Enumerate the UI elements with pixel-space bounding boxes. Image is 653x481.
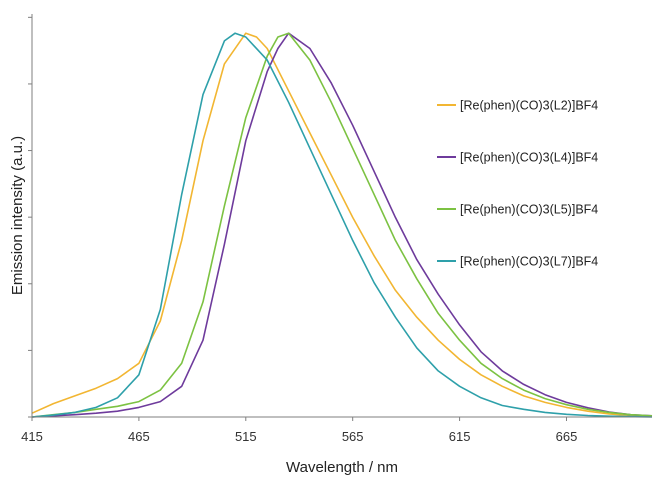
series-line-4 <box>31 32 653 418</box>
x-tick-label: 565 <box>342 429 364 444</box>
legend-label-2: [Re(phen)(CO)3(L4)]BF4 <box>460 151 598 165</box>
x-tick-label: 665 <box>556 429 578 444</box>
series-line-3 <box>31 32 653 418</box>
y-axis-title: Emission intensity (a.u.) <box>9 136 26 295</box>
x-tick-label: 615 <box>449 429 471 444</box>
legend: [Re(phen)(CO)3(L2)]BF4 [Re(phen)(CO)3(L4)… <box>437 99 598 269</box>
x-tick-label: 415 <box>21 429 43 444</box>
series-line-2 <box>31 32 653 418</box>
x-axis-title: Wavelength / nm <box>286 459 398 476</box>
plot-area <box>31 32 653 418</box>
legend-label-4: [Re(phen)(CO)3(L7)]BF4 <box>460 255 598 269</box>
legend-label-1: [Re(phen)(CO)3(L2)]BF4 <box>460 99 598 113</box>
series-line-1 <box>31 32 653 417</box>
legend-label-3: [Re(phen)(CO)3(L5)]BF4 <box>460 203 598 217</box>
x-tick-label: 465 <box>128 429 150 444</box>
x-tick-label: 515 <box>235 429 257 444</box>
y-axis-ticks <box>28 16 32 418</box>
x-axis-ticks: 415 465 515 565 615 665 <box>21 417 577 444</box>
